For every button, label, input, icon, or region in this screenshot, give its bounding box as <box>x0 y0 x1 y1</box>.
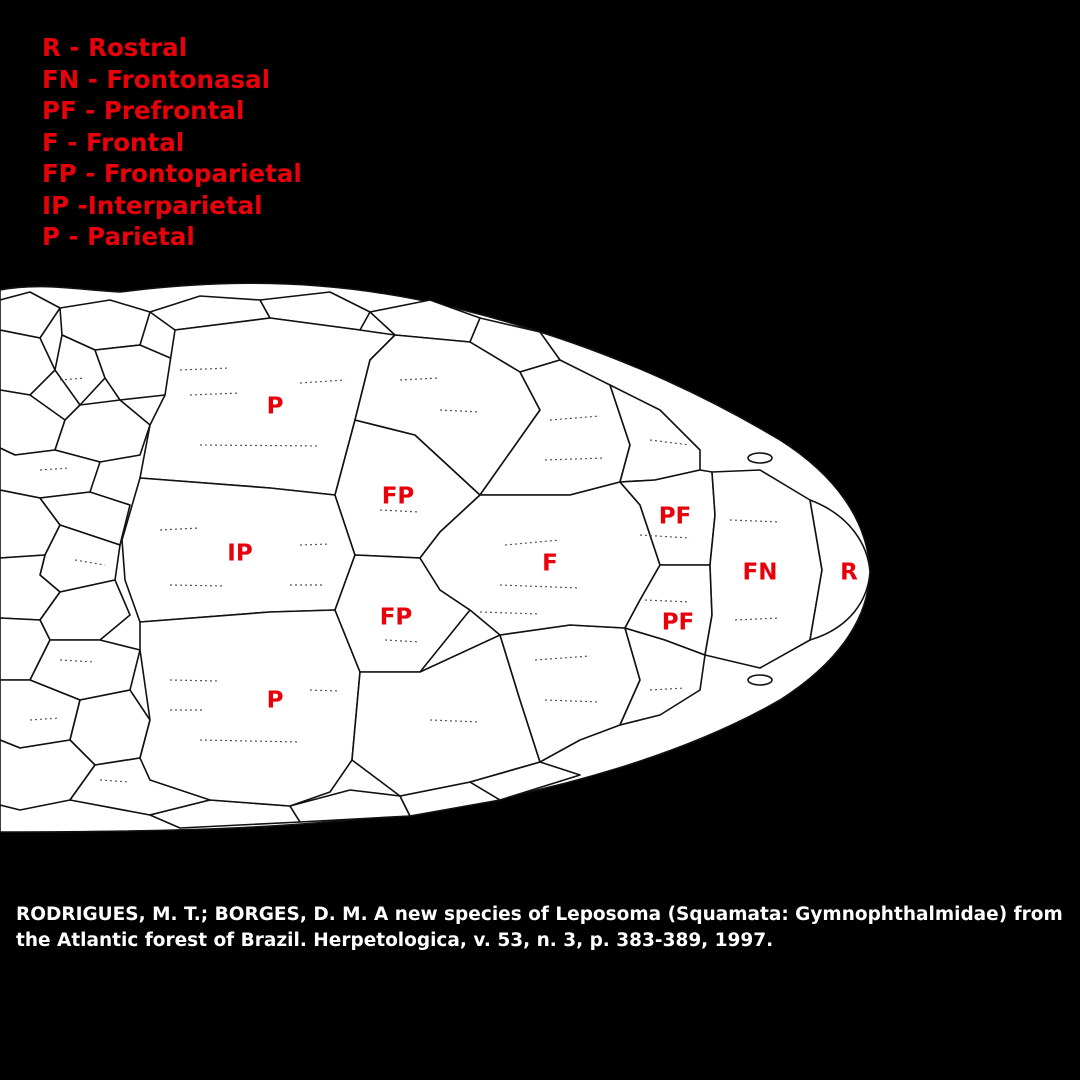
label-prefrontal-upper: PF <box>659 504 692 530</box>
citation-line-1: RODRIGUES, M. T.; BORGES, D. M. A new sp… <box>16 904 1063 925</box>
scale-stipple-mark <box>544 699 601 703</box>
scale-stipple-mark <box>729 519 781 523</box>
scale-stipple-mark <box>549 415 601 421</box>
scale-stipple-mark <box>499 584 581 589</box>
scale-stipple-mark <box>59 659 96 663</box>
label-parietal-upper: P <box>267 394 284 420</box>
legend-item-interparietal: IP -Interparietal <box>42 190 263 220</box>
scale-stipple-mark <box>169 584 226 587</box>
scale-legend: R - Rostral FN - Frontonasal PF - Prefro… <box>42 32 302 253</box>
scale-stipple-mark <box>639 534 691 539</box>
scale-stipple-mark <box>649 687 686 691</box>
scale-stipple-mark <box>649 439 691 446</box>
scale-stipple-mark <box>179 367 231 371</box>
scale-stipple-mark <box>544 457 606 461</box>
scale-stipple-mark <box>399 377 441 381</box>
scale-stipple-mark <box>189 392 241 396</box>
scale-stipple-mark <box>39 467 71 471</box>
label-frontoparietal-lower: FP <box>380 605 413 631</box>
lateral-scale <box>0 291 61 339</box>
scale-stipple-mark <box>534 655 591 661</box>
scale-stipple-mark <box>99 779 131 783</box>
supraocular-scale <box>259 291 371 331</box>
citation-line-2: the Atlantic forest of Brazil. Herpetolo… <box>16 930 774 951</box>
legend-item-rostral: R - Rostral <box>42 33 188 62</box>
scale-stipple-mark <box>504 539 561 546</box>
scale-stipple-mark <box>439 409 481 413</box>
scale-stipple-mark <box>379 509 421 513</box>
nostril-upper <box>747 452 773 464</box>
scale-stipple-mark <box>299 543 331 546</box>
scale-stipple-mark <box>59 377 86 381</box>
parietal-scale-lower <box>139 609 361 807</box>
label-frontoparietal-upper: FP <box>382 484 415 510</box>
scale-stipple-mark <box>29 717 61 721</box>
legend-item-parietal: P - Parietal <box>42 222 195 251</box>
scale-stipple-mark <box>384 639 421 643</box>
scale-stipple-mark <box>429 719 481 723</box>
lateral-scale <box>54 334 106 406</box>
legend-item-frontonasal: FN - Frontonasal <box>42 64 271 94</box>
reference-citation: RODRIGUES, M. T.; BORGES, D. M. A new sp… <box>16 902 1080 954</box>
label-interparietal: IP <box>227 541 252 567</box>
scale-stipple-mark <box>169 679 221 682</box>
legend-item-frontoparietal: FP - Frontoparietal <box>42 159 302 188</box>
legend-item-prefrontal: PF - Prefrontal <box>42 96 245 125</box>
nostril-lower <box>747 674 773 686</box>
scale-stipple-mark <box>159 527 201 531</box>
frontonasal-scale <box>704 469 823 669</box>
scale-stipple-mark <box>199 739 301 743</box>
label-parietal-lower: P <box>267 688 284 714</box>
scale-stipple-mark <box>479 611 541 615</box>
lateral-scale <box>39 491 131 546</box>
label-rostral: R <box>840 560 858 586</box>
scale-stipple-mark <box>74 559 106 566</box>
lateral-scale <box>0 329 56 396</box>
label-frontonasal: FN <box>743 560 778 586</box>
rostral-scale <box>809 499 871 641</box>
scale-stipple-mark <box>309 689 341 692</box>
label-prefrontal-lower: PF <box>662 610 695 636</box>
scale-stipple-mark <box>199 444 321 447</box>
scale-texture <box>29 367 781 783</box>
legend-item-frontal: F - Frontal <box>42 127 185 157</box>
label-frontal: F <box>542 551 558 577</box>
